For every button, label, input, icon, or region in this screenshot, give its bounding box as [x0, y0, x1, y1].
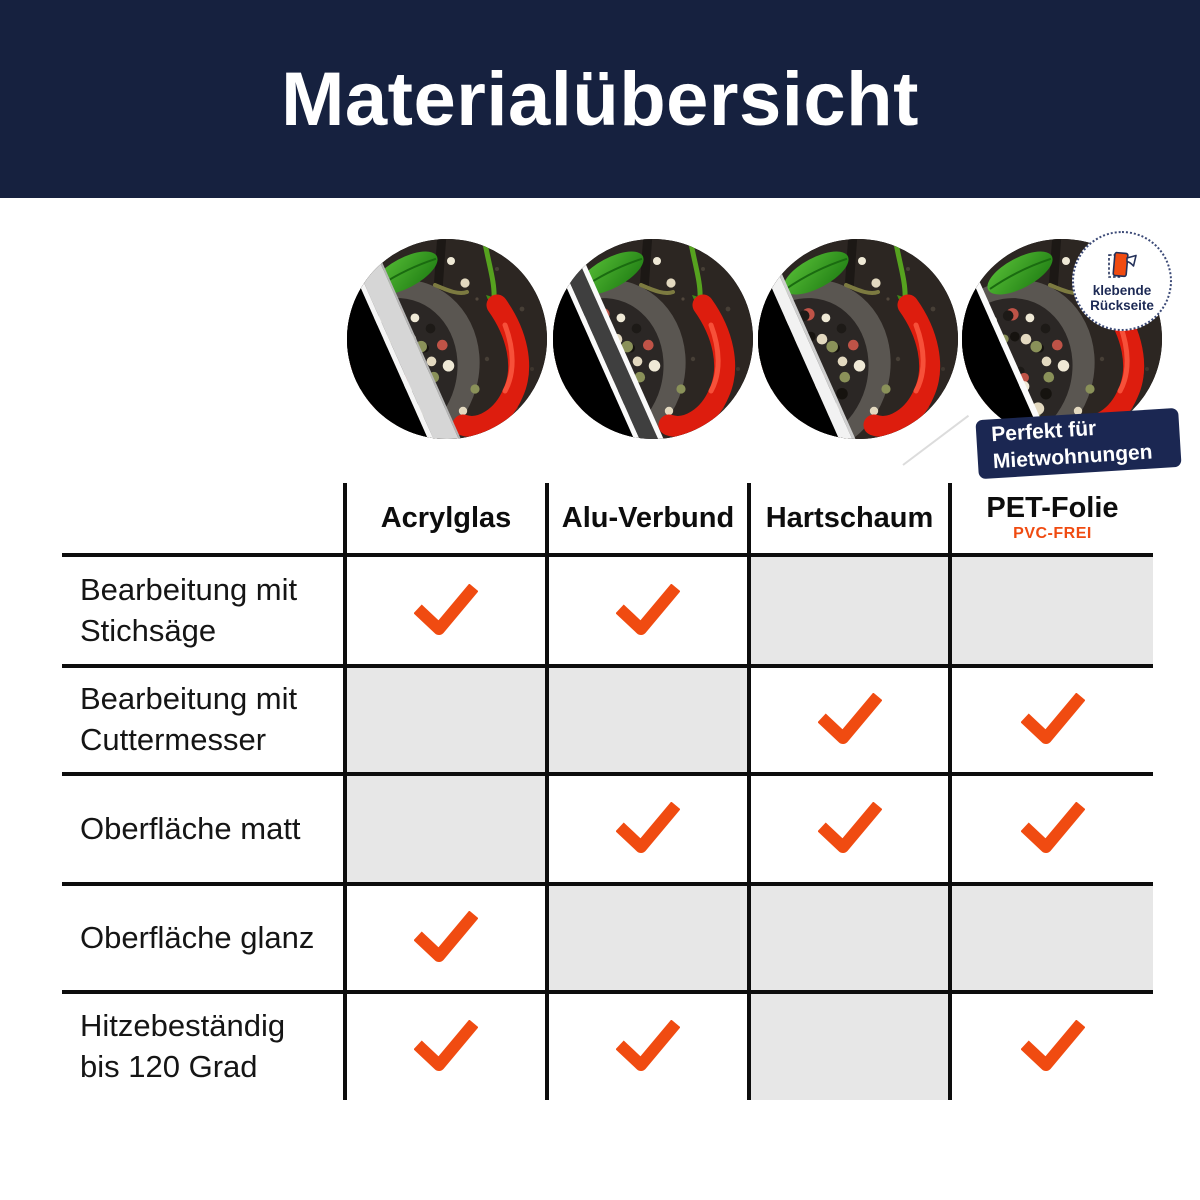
peel-sticker-icon — [1108, 251, 1137, 278]
row-label: Oberfläche matt — [62, 772, 347, 882]
rental-flats-ribbon: Perfekt für Mietwohnungen — [975, 407, 1182, 480]
check-icon — [817, 693, 882, 744]
check-icon — [616, 1020, 680, 1071]
table-cell-checked — [347, 990, 549, 1100]
badge-line1: klebende — [1092, 282, 1152, 298]
table-cell-empty — [751, 990, 952, 1100]
check-icon — [1020, 693, 1085, 744]
table-cell-checked — [549, 990, 751, 1100]
row-label: Oberfläche glanz — [62, 882, 347, 990]
material-photo-alu-verbund — [553, 239, 753, 439]
check-icon — [817, 802, 882, 853]
header-banner: Materialübersicht — [0, 0, 1200, 198]
table-cell-empty — [751, 553, 952, 664]
column-header-label: Alu-Verbund — [561, 501, 735, 534]
check-icon — [414, 911, 478, 962]
table-cell-checked — [751, 664, 952, 772]
column-header-sublabel: PVC-FREI — [1013, 525, 1092, 543]
row-label: Hitzebeständig bis 120 Grad — [62, 990, 347, 1100]
table-cell-checked — [549, 553, 751, 664]
material-table: Acrylglas Alu-Verbund Hartschaum PET-Fol… — [62, 483, 1153, 1100]
table-cell-empty — [347, 664, 549, 772]
table-cell-empty — [952, 553, 1153, 664]
table-cell-checked — [952, 772, 1153, 882]
check-icon — [1020, 802, 1085, 853]
row-label: Bearbeitung mit Cuttermesser — [62, 664, 347, 772]
check-icon — [414, 1020, 478, 1071]
table-cell-empty — [952, 882, 1153, 990]
table-cell-checked — [952, 990, 1153, 1100]
column-header-acrylglas: Acrylglas — [347, 483, 549, 553]
material-photo-acrylglas — [347, 239, 547, 439]
check-icon — [1020, 1020, 1085, 1071]
table-corner-cell — [62, 483, 347, 553]
column-header-pet-folie: PET-Folie PVC-FREI — [952, 483, 1153, 553]
badge-line2: Rückseite — [1090, 298, 1154, 313]
row-label: Bearbeitung mit Stichsäge — [62, 553, 347, 664]
table-cell-checked — [347, 882, 549, 990]
adhesive-back-badge: klebende Rückseite — [1072, 231, 1172, 331]
table-cell-checked — [347, 553, 549, 664]
column-header-label: Acrylglas — [380, 501, 512, 534]
column-header-alu-verbund: Alu-Verbund — [549, 483, 751, 553]
table-cell-checked — [549, 772, 751, 882]
material-photo-hartschaum — [758, 239, 958, 439]
table-cell-checked — [751, 772, 952, 882]
column-header-label: Hartschaum — [765, 501, 934, 534]
table-cell-empty — [549, 664, 751, 772]
table-cell-empty — [347, 772, 549, 882]
check-icon — [616, 802, 680, 853]
column-header-label: PET-Folie — [986, 491, 1119, 524]
table-cell-empty — [751, 882, 952, 990]
check-icon — [414, 583, 478, 635]
column-header-hartschaum: Hartschaum — [751, 483, 952, 553]
check-icon — [616, 583, 680, 635]
table-cell-checked — [952, 664, 1153, 772]
page-title: Materialübersicht — [281, 56, 919, 142]
table-cell-empty — [549, 882, 751, 990]
